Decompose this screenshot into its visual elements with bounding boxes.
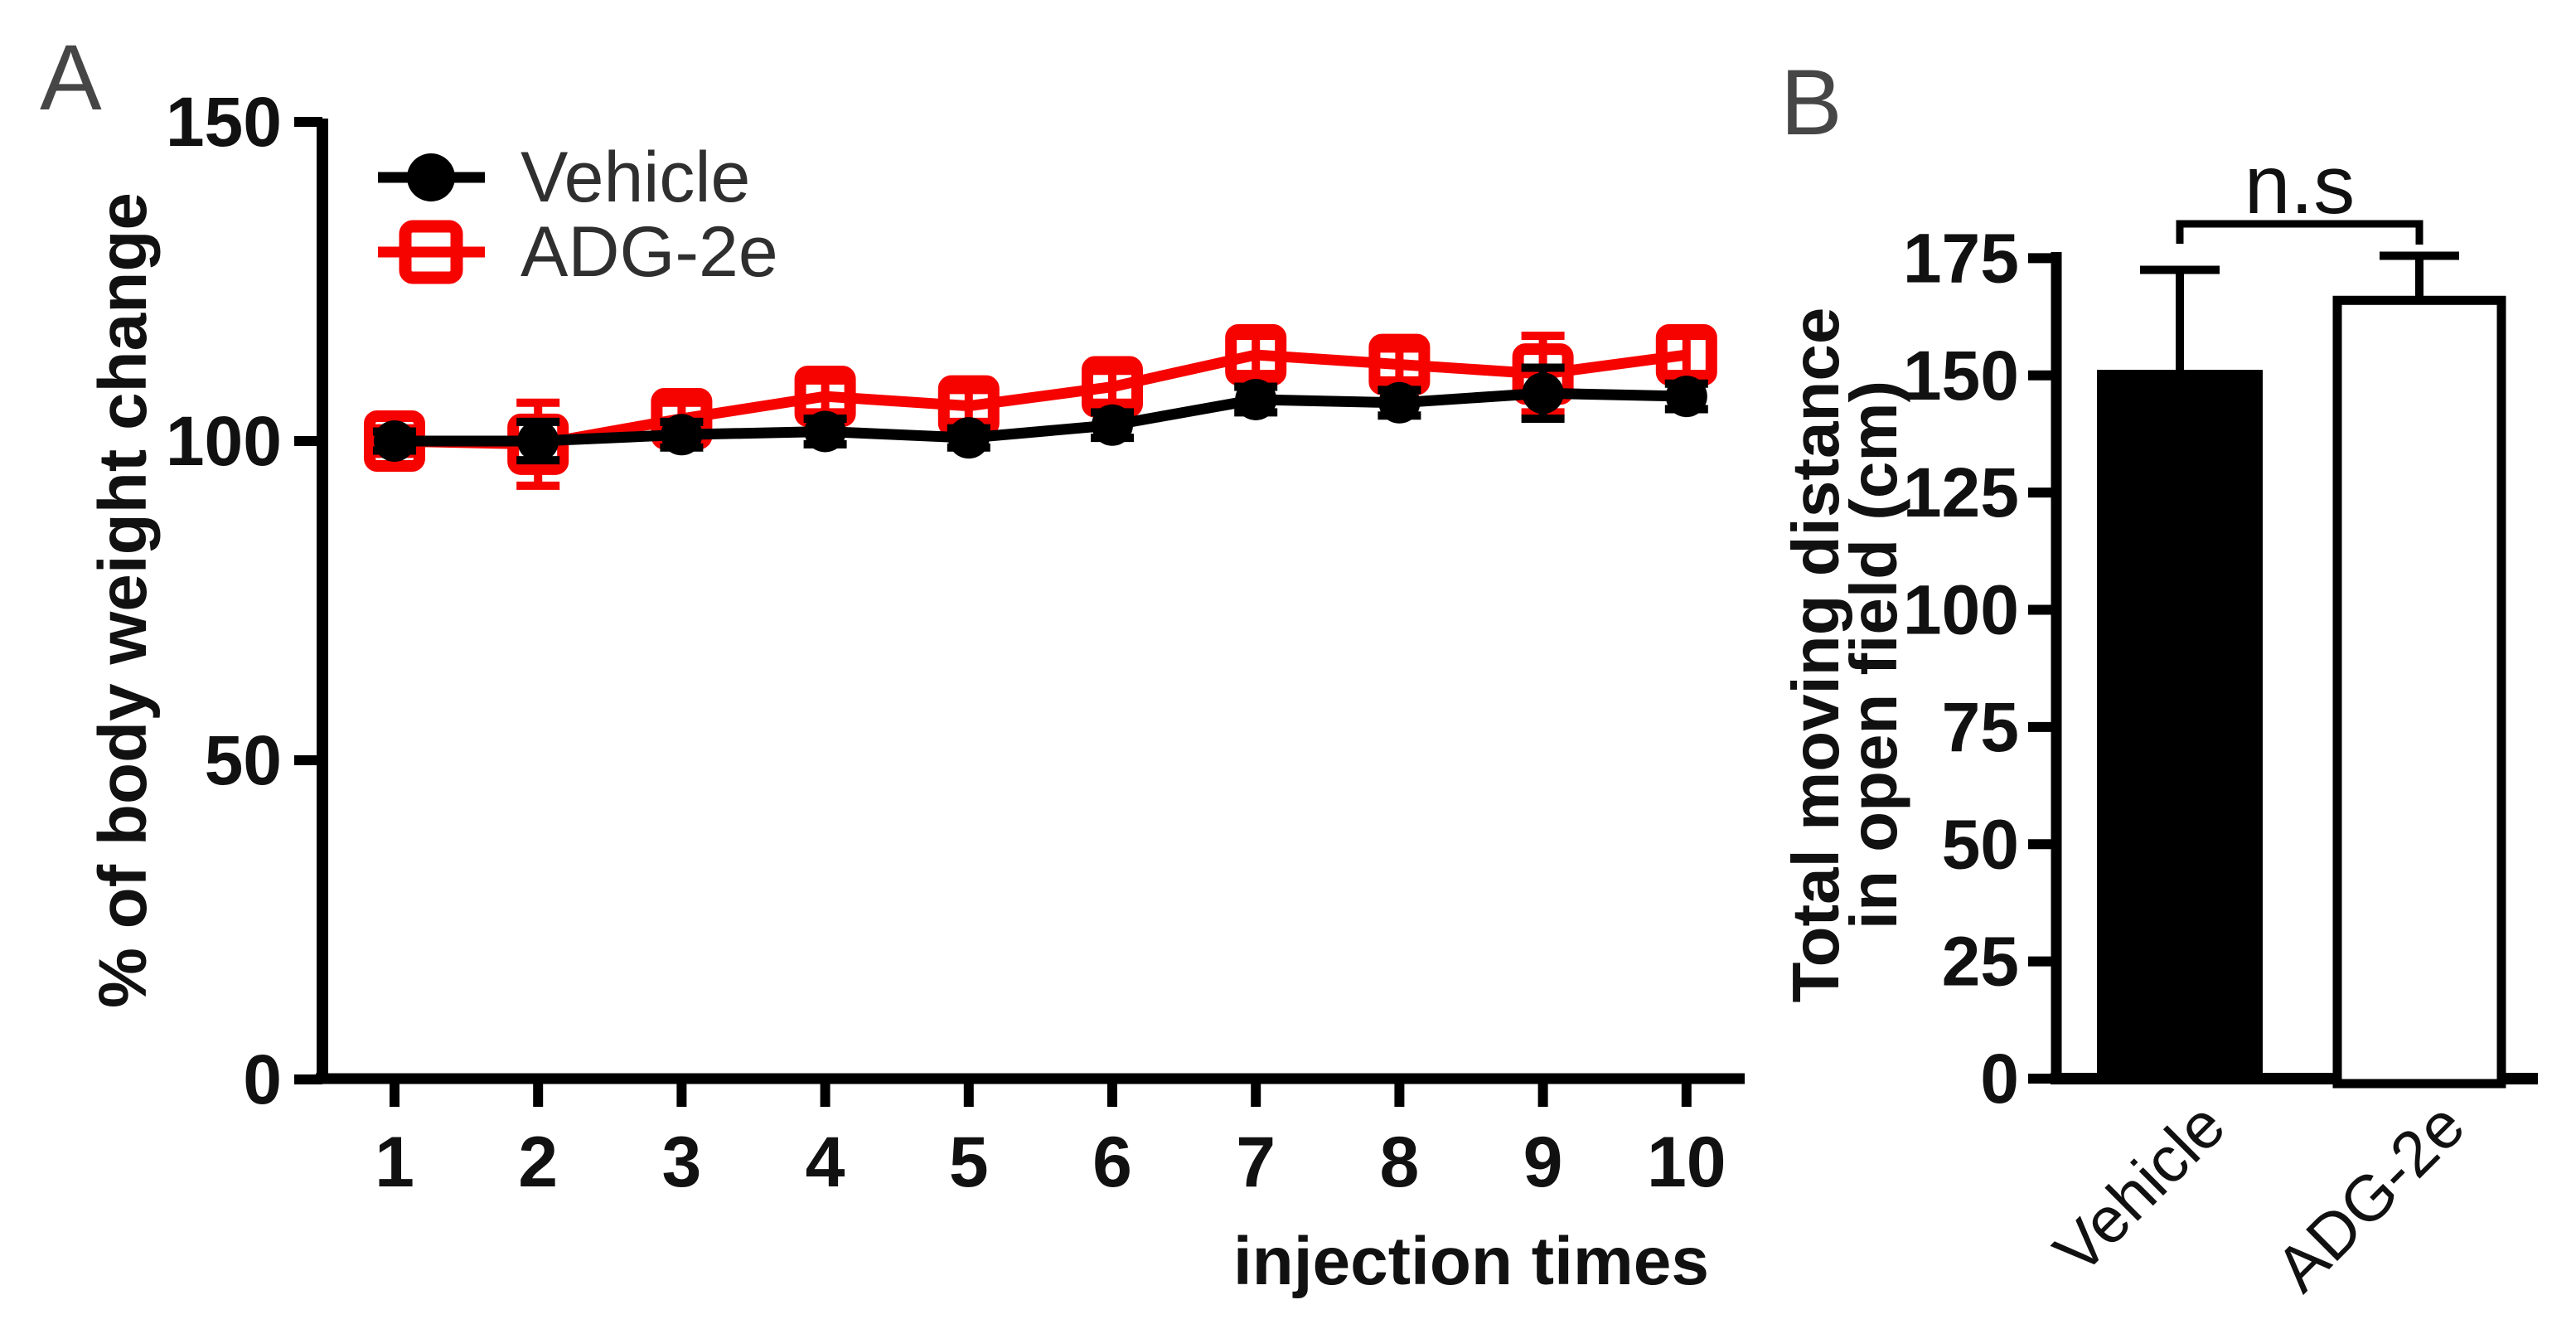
panel-a-x-tick-label: 6 bbox=[1092, 1123, 1132, 1202]
panel-a-x-tick-label: 10 bbox=[1647, 1123, 1726, 1202]
vehicle-point-marker bbox=[1235, 378, 1277, 420]
vehicle-point-marker bbox=[1665, 376, 1707, 418]
panel-a-x-tick-label: 5 bbox=[949, 1123, 989, 1202]
panel-a-y-tick-label: 100 bbox=[166, 402, 282, 480]
panel-a-x-axis-title: injection times bbox=[1233, 1224, 1709, 1299]
panel-b-letter: B bbox=[1780, 51, 1842, 154]
ns-significance-bracket bbox=[2176, 220, 2423, 245]
vehicle-bar bbox=[2097, 370, 2263, 1085]
panel-a-x-tick-label: 7 bbox=[1236, 1123, 1276, 1202]
panel-b-y-tick-label: 100 bbox=[1903, 571, 2019, 649]
panel-b-category-label-vehicle: Vehicle bbox=[2040, 1089, 2239, 1288]
legend-label: ADG-2e bbox=[521, 212, 778, 292]
vehicle-point-marker bbox=[947, 417, 990, 459]
panel-a-y-tick-label: 150 bbox=[166, 83, 282, 161]
adg-2e-point-marker bbox=[399, 220, 463, 284]
panel-b-y-axis-title-line1: Total moving distance bbox=[1779, 308, 1852, 1003]
adg-2e-bar bbox=[2332, 295, 2506, 1089]
legend-label: Vehicle bbox=[521, 138, 750, 217]
vehicle-point-marker bbox=[517, 420, 559, 462]
legend-item-vehicle: Vehicle bbox=[378, 138, 750, 217]
panel-b-y-tick-label: 175 bbox=[1903, 219, 2019, 297]
panel-b-y-tick-label: 150 bbox=[1903, 337, 2019, 415]
panel-a-letter: A bbox=[40, 26, 102, 129]
series-line bbox=[394, 349, 1687, 450]
panel-a-x-tick-label: 1 bbox=[375, 1123, 414, 1202]
series-adg-2e bbox=[364, 324, 1717, 490]
panel-a-x-tick-label: 3 bbox=[661, 1123, 701, 1202]
ns-significance-label: n.s bbox=[2244, 138, 2355, 231]
panel-a-x-tick-label: 8 bbox=[1379, 1123, 1419, 1202]
panel-b-y-tick-label: 0 bbox=[1980, 1040, 2019, 1118]
vehicle-point-marker bbox=[1378, 381, 1421, 424]
vehicle-point-marker bbox=[804, 410, 846, 453]
series-vehicle bbox=[373, 363, 1708, 465]
panel-a-y-axis-title: % of body weight change bbox=[85, 192, 161, 1008]
series-line bbox=[395, 387, 1687, 447]
panel-b-bar-chart: B 0 25 50 75 100 125 150 175 Total moving distanc… bbox=[1779, 51, 2538, 1305]
panel-b-y-tick-label: 75 bbox=[1942, 688, 2019, 766]
panel-a-x-tick-label: 9 bbox=[1523, 1123, 1563, 1202]
panel-b-y-tick-label: 125 bbox=[1903, 454, 2019, 531]
vehicle-point-marker bbox=[1522, 372, 1564, 415]
panel-a-y-tick-label: 0 bbox=[243, 1040, 282, 1118]
panel-b-category-label-adg-2e: ADG-2e bbox=[2262, 1089, 2478, 1305]
panel-b-y-tick-label: 50 bbox=[1942, 805, 2019, 883]
panel-a-x-tick-label: 4 bbox=[806, 1123, 845, 1202]
panel-b-y-axis-title-line2: in open field (cm) bbox=[1837, 381, 1910, 929]
legend-item-adg-2e: ADG-2e bbox=[378, 212, 778, 292]
panel-a-line-chart: A 0 50 100 150 1 2 3 4 5 6 7 8 9 10 injection times % of… bbox=[40, 26, 1745, 1299]
vehicle-point-marker bbox=[1092, 404, 1133, 446]
panel-a-x-tick-label: 2 bbox=[518, 1123, 558, 1202]
vehicle-point-marker bbox=[374, 420, 415, 462]
panel-b-y-tick-label: 25 bbox=[1942, 923, 2019, 1001]
panel-a-y-tick-label: 50 bbox=[205, 721, 282, 799]
vehicle-point-marker bbox=[661, 414, 703, 456]
vehicle-point-marker bbox=[407, 153, 455, 201]
